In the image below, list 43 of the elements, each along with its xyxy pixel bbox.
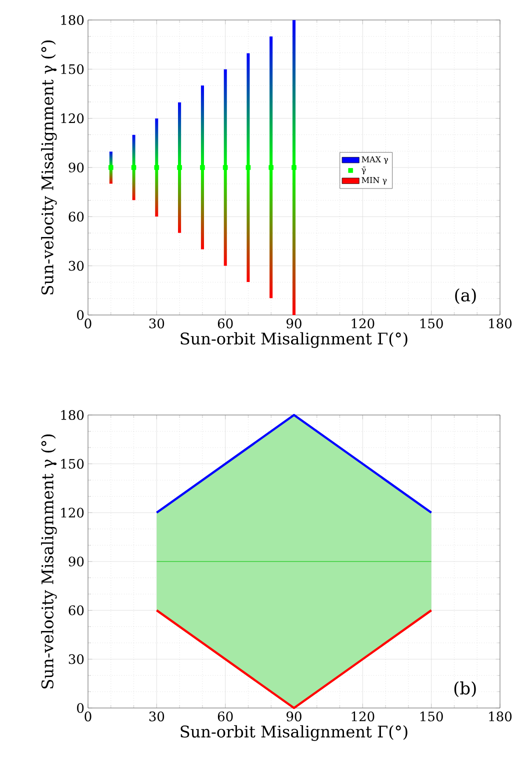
annotation: (b) — [454, 681, 476, 698]
y-tick-label: 90 — [68, 162, 84, 172]
x-tick-label: 0 — [84, 712, 92, 722]
y-tick-label: 150 — [61, 64, 84, 74]
x-tick-label: 30 — [149, 712, 164, 722]
y-tick-label: 30 — [68, 654, 84, 664]
x-tick-label: 120 — [352, 712, 374, 722]
y-tick-label: 0 — [77, 310, 84, 320]
x-tick-label: 30 — [149, 318, 164, 328]
y-tick-label: 60 — [68, 605, 84, 616]
bar — [200, 168, 204, 250]
y-tick-label: 150 — [61, 458, 84, 469]
x-axis-title: Sun-orbit Misalignment Γ(°) — [180, 725, 408, 741]
annotation: (a) — [455, 288, 476, 304]
bar — [292, 20, 296, 168]
legend-label: MIN γ — [362, 177, 387, 185]
x-tick-label: 90 — [286, 318, 302, 328]
y-axis-title: Sun-velocity Misalignment γ (°) — [41, 434, 57, 688]
bar — [292, 168, 296, 315]
y-tick-label: 120 — [61, 113, 84, 124]
bar — [178, 102, 182, 168]
x-tick-label: 120 — [352, 318, 374, 328]
y-tick-label: 60 — [68, 212, 84, 222]
y-tick-label: 30 — [68, 260, 84, 271]
legend-label: MAX γ — [362, 156, 388, 164]
y-tick-label: 90 — [68, 556, 84, 566]
y-tick-label: 180 — [61, 15, 84, 25]
x-tick-label: 60 — [218, 712, 233, 722]
x-tick-label: 180 — [489, 318, 512, 328]
x-tick-label: 150 — [420, 318, 443, 328]
x-tick-label: 150 — [420, 712, 443, 722]
x-tick-label: 0 — [84, 318, 92, 328]
legend-label: γ̄ — [362, 166, 366, 174]
bar — [178, 168, 182, 233]
y-axis-title: Sun-velocity Misalignment γ (°) — [41, 40, 57, 294]
bar — [200, 86, 204, 168]
y-tick-label: 180 — [61, 410, 84, 420]
x-tick-label: 90 — [286, 712, 302, 722]
y-tick-label: 120 — [61, 508, 84, 518]
x-tick-label: 180 — [489, 712, 512, 722]
x-axis-title: Sun-orbit Misalignment Γ(°) — [180, 332, 408, 348]
x-tick-label: 60 — [218, 318, 233, 328]
y-tick-label: 0 — [77, 703, 84, 713]
